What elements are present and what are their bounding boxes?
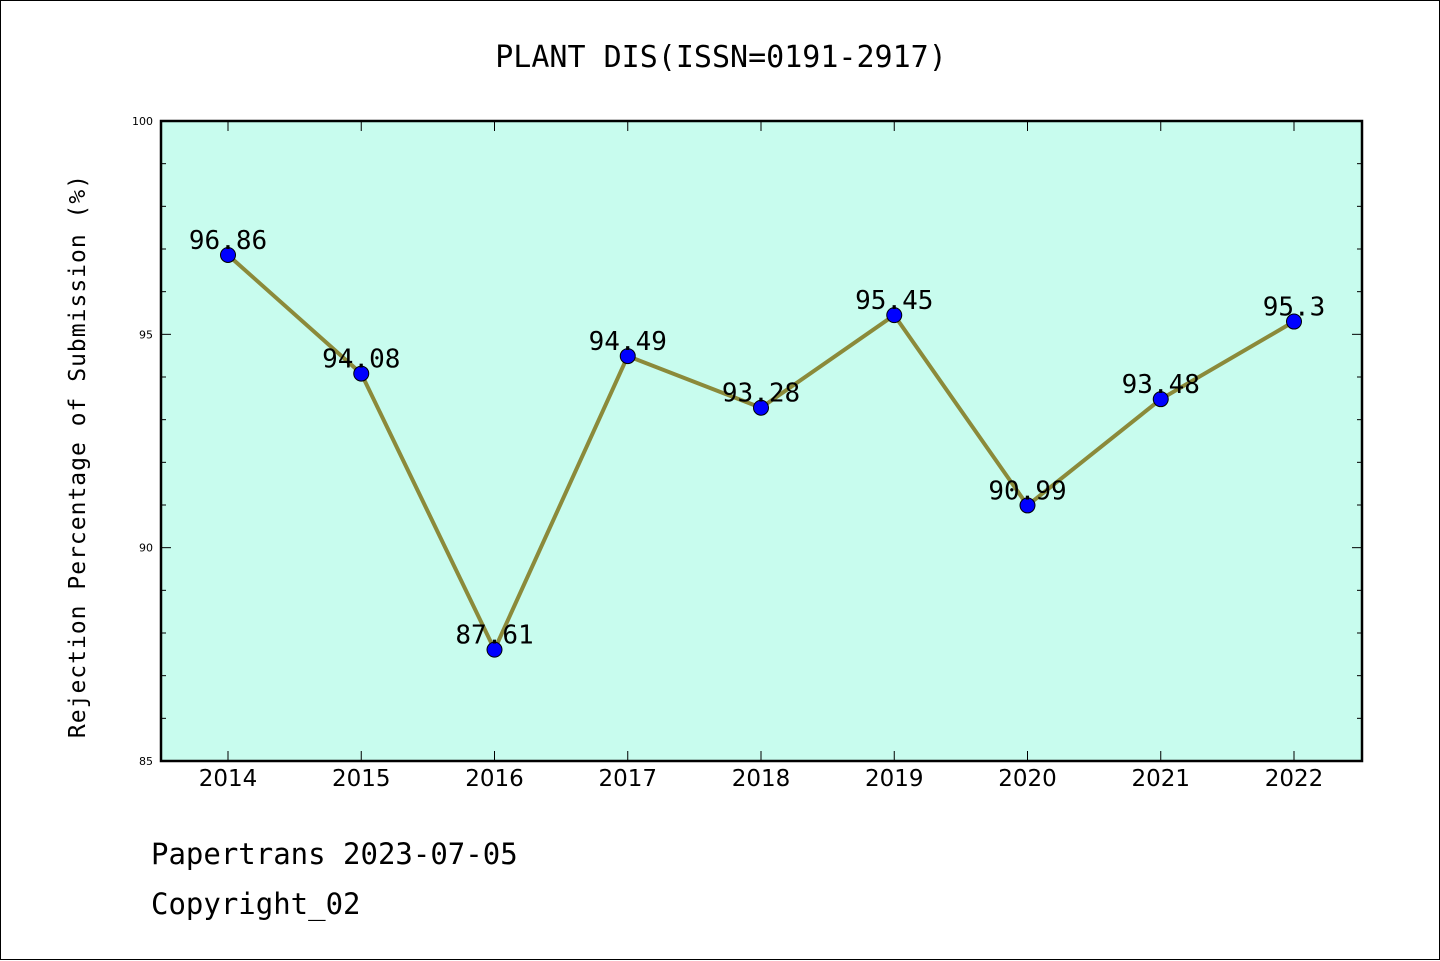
- footer-date: Papertrans 2023-07-05: [151, 837, 518, 871]
- data-point: [486, 641, 503, 658]
- y-tick-label: 100: [132, 115, 153, 128]
- y-minor-ticks: [161, 163, 1362, 719]
- footer-copyright: Copyright_02: [151, 887, 361, 921]
- data-point: [753, 399, 769, 416]
- data-points: [220, 246, 1302, 658]
- y-tick-label: 90: [139, 542, 153, 555]
- data-point: [619, 348, 636, 365]
- x-tick-label: 2015: [332, 766, 391, 792]
- data-label: 87.61: [455, 621, 533, 651]
- x-axis-ticks: 2014 2015 2016 2017 2018 2019 2020 2021 2022: [199, 121, 1324, 792]
- x-tick-label: 2021: [1131, 766, 1190, 792]
- data-point: [1152, 391, 1169, 408]
- data-label: 96.86: [189, 226, 267, 256]
- data-label: 93.48: [1122, 370, 1200, 400]
- data-point: [353, 365, 370, 382]
- data-label: 95.45: [855, 286, 933, 316]
- x-tick-label: 2020: [998, 766, 1057, 792]
- data-point: [886, 307, 903, 324]
- data-label: 94.49: [589, 327, 667, 357]
- data-label: 93.28: [722, 379, 800, 409]
- y-tick-label: 85: [139, 755, 153, 768]
- x-tick-label: 2022: [1265, 766, 1324, 792]
- x-tick-label: 2018: [732, 766, 791, 792]
- x-tick-label: 2019: [865, 766, 924, 792]
- x-tick-label: 2016: [465, 766, 524, 792]
- data-labels: 96.86 94.08 87.61 94.49 93.28 95.45 90.99 93.48…: [189, 226, 1325, 651]
- chart-title: PLANT DIS(ISSN=0191-2917): [495, 40, 947, 75]
- data-point: [220, 246, 236, 263]
- data-label: 94.08: [322, 345, 400, 375]
- x-tick-label: 2017: [598, 766, 657, 792]
- x-tick-label: 2014: [199, 766, 258, 792]
- data-point: [1286, 313, 1302, 330]
- y-tick-label: 95: [139, 328, 153, 341]
- y-axis-ticks: 85 90 95 100: [132, 115, 1362, 768]
- data-point: [1019, 497, 1036, 514]
- data-label: 90.99: [988, 476, 1066, 506]
- data-label: 95.3: [1263, 293, 1326, 323]
- y-axis-label: Rejection Percentage of Submission (%): [65, 174, 91, 738]
- plot-area: [159, 119, 1364, 763]
